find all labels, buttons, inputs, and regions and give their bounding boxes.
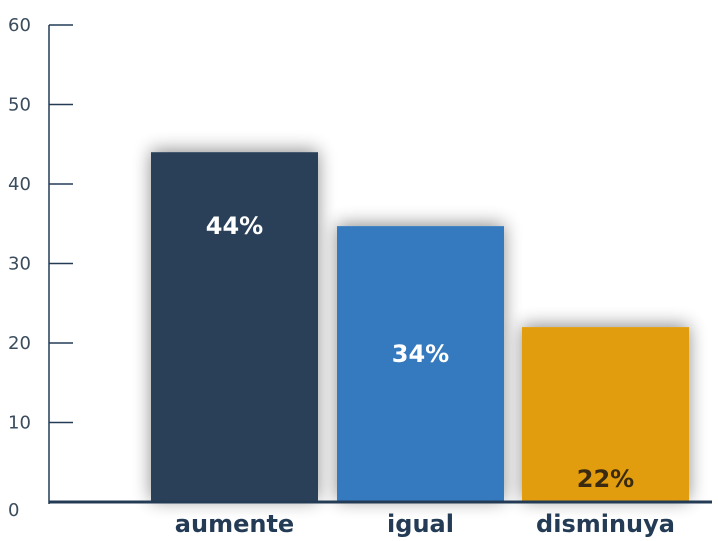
bar-disminuya (522, 327, 689, 502)
x-axis: aumente igual disminuya (49, 500, 712, 538)
x-tick-label: aumente (175, 510, 294, 538)
y-tick-label: 50 (8, 95, 31, 116)
bar-aumente (151, 152, 318, 502)
data-label-aumente: 44% (206, 212, 263, 240)
data-label-disminuya: 22% (577, 465, 634, 493)
y-axis: 0 10 20 30 40 50 60 (8, 15, 73, 521)
y-tick-label: 10 (8, 413, 31, 434)
x-tick-label: disminuya (536, 510, 675, 538)
y-tick-label: 60 (8, 15, 31, 36)
data-label-igual: 34% (392, 340, 449, 368)
y-tick-label: 40 (8, 174, 31, 195)
y-tick-label: 20 (8, 333, 31, 354)
y-tick-label: 0 (8, 500, 19, 521)
bar-igual (337, 226, 504, 502)
x-tick-label: igual (387, 510, 454, 538)
y-tick-label: 30 (8, 254, 31, 275)
bars: 44% 34% 22% (151, 152, 689, 502)
